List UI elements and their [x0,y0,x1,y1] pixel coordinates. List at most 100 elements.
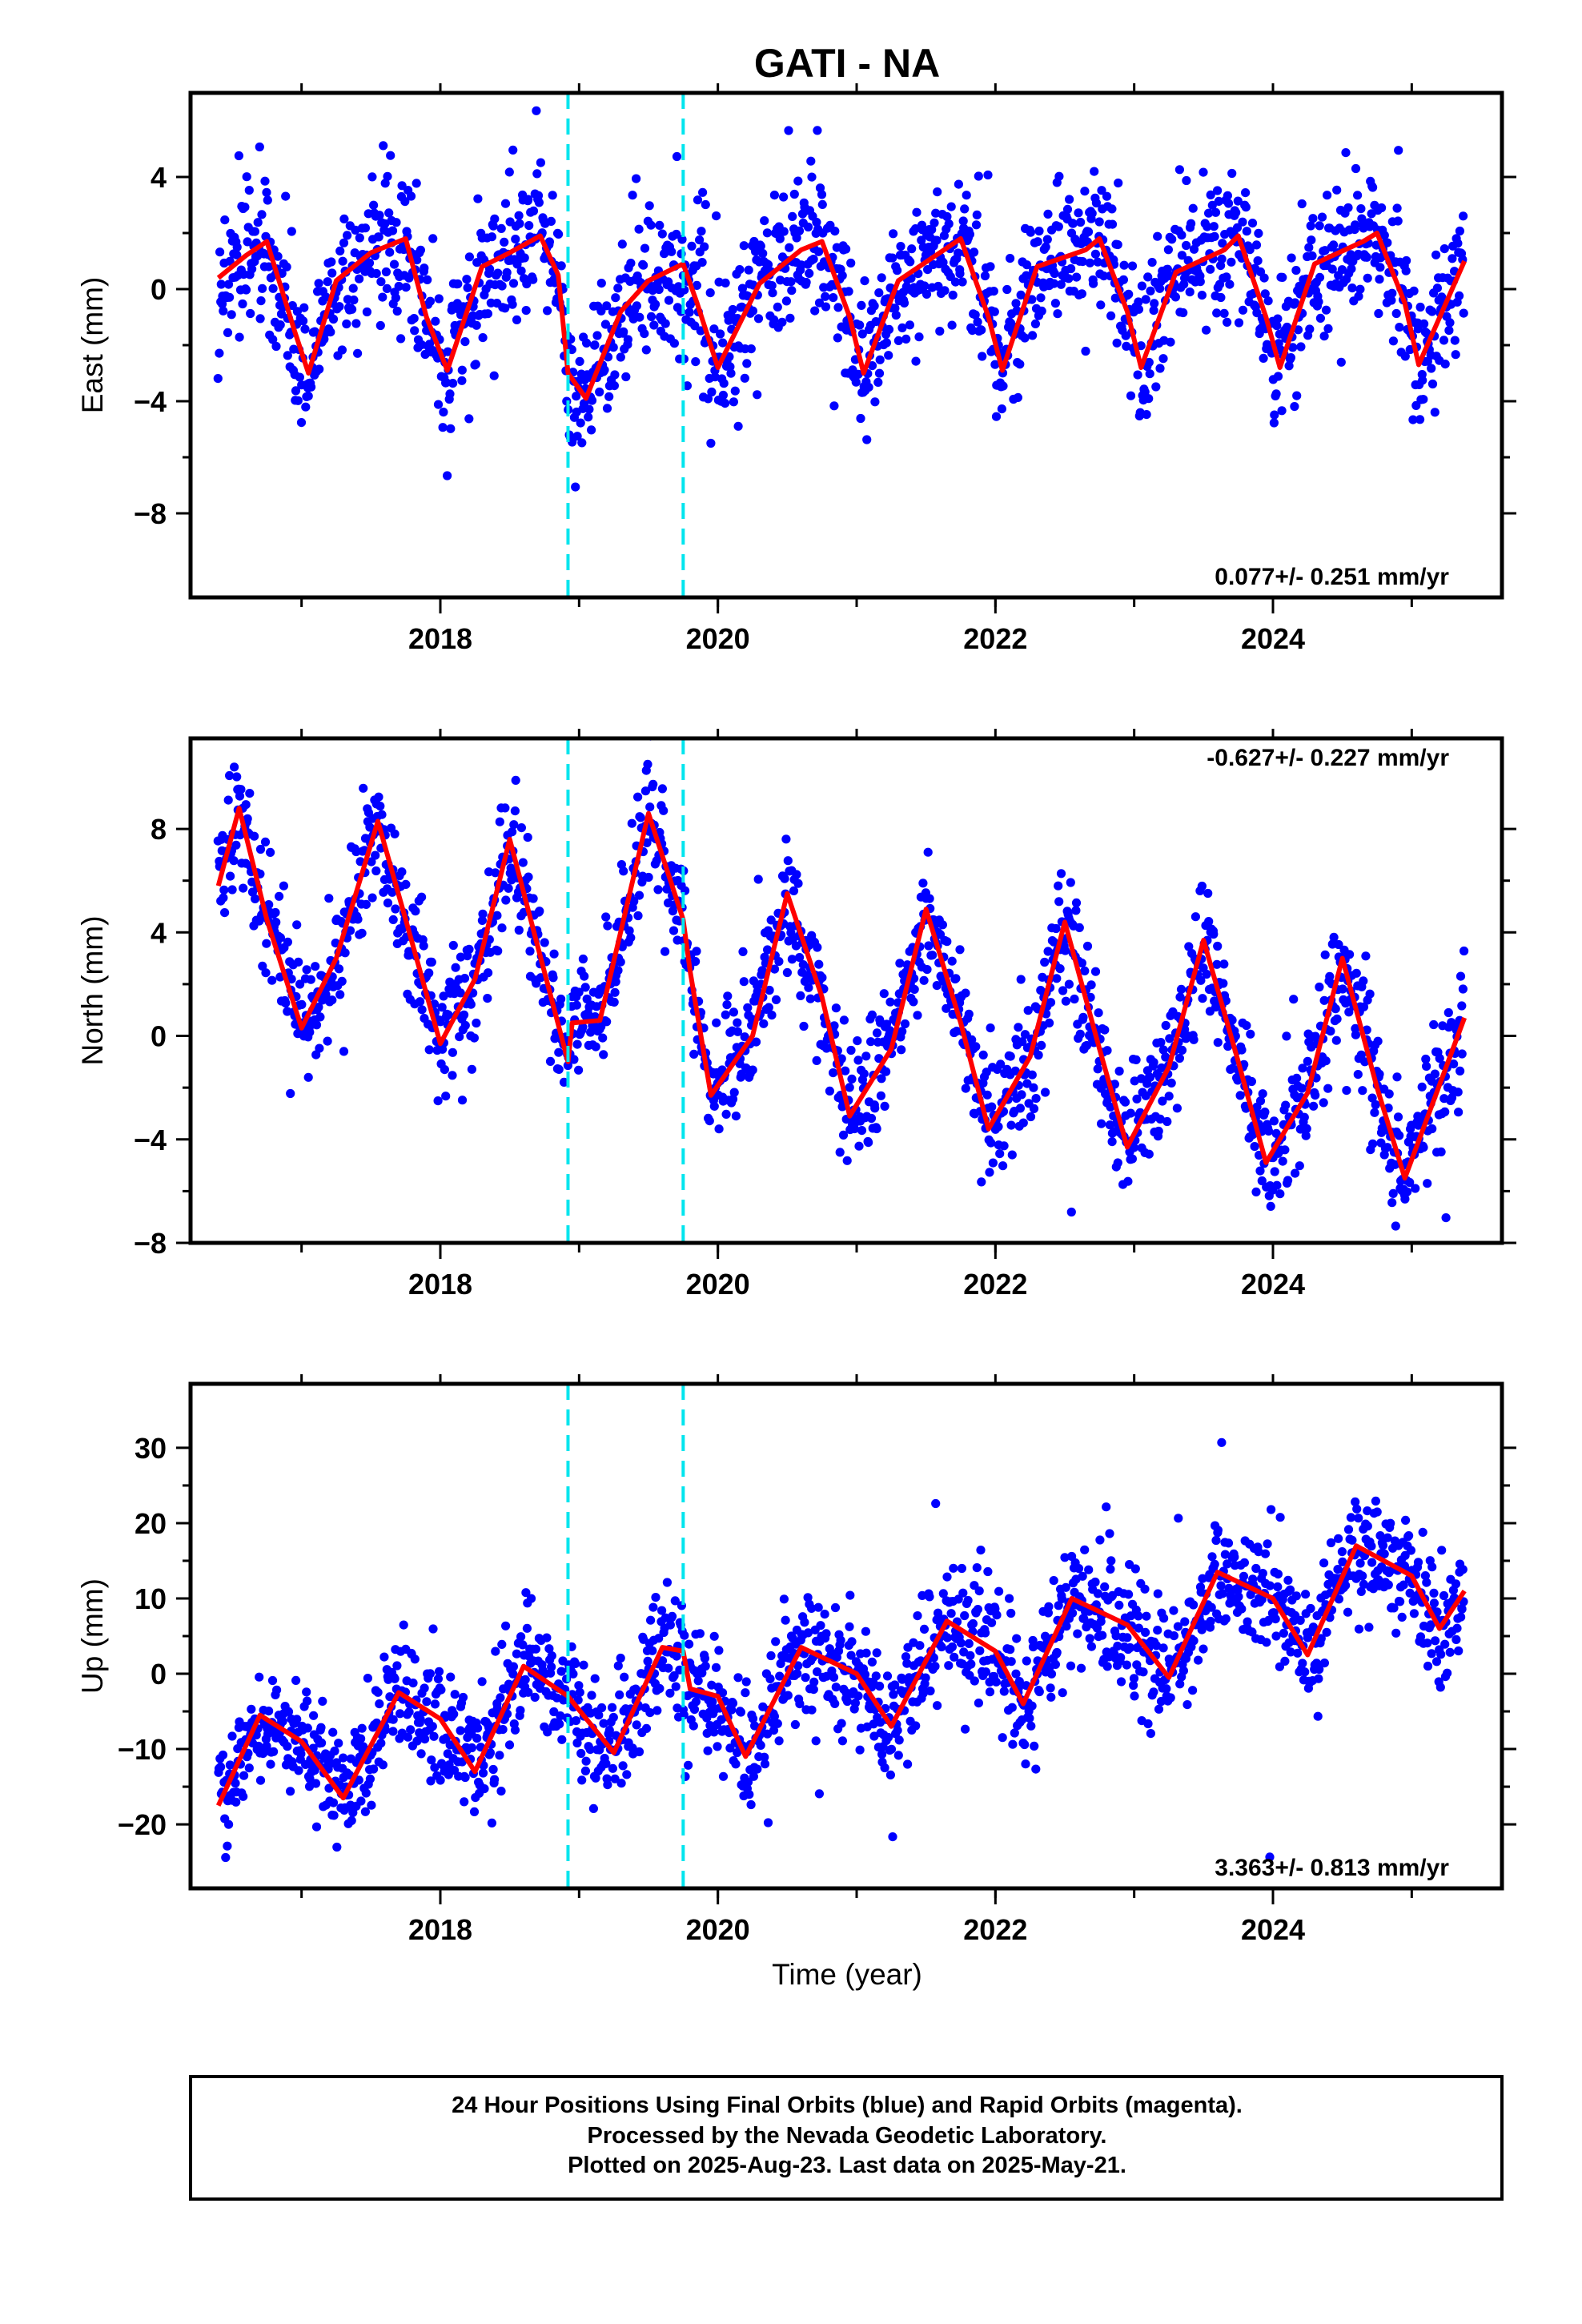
data-point [292,1715,302,1724]
data-point [292,307,302,316]
data-point [844,287,853,296]
data-point [1116,1677,1126,1687]
data-point [1260,289,1270,299]
data-point [1093,1064,1102,1074]
data-point [496,1787,506,1796]
data-point [1103,1094,1113,1104]
data-point [1089,279,1098,288]
data-point [485,1748,496,1758]
data-point [970,1676,979,1686]
data-point [232,250,242,259]
data-point [1283,1176,1293,1185]
data-point [520,1675,530,1684]
data-point [262,187,271,197]
data-point [1072,272,1082,282]
data-point [1037,1040,1046,1050]
data-point [1188,1686,1198,1695]
data-point [424,968,434,978]
data-point [753,314,764,324]
data-point [919,975,929,985]
data-point [389,259,400,269]
data-point [620,1672,629,1682]
data-point [345,926,355,935]
data-point [1231,207,1241,217]
data-point [430,1763,440,1772]
data-point [394,281,404,292]
data-point [890,1680,900,1690]
data-point [287,975,296,984]
data-point [781,834,791,844]
data-point [323,1036,332,1046]
data-point [1157,1063,1166,1073]
data-point [1050,268,1059,279]
data-point [515,219,524,228]
data-point [1218,239,1227,248]
data-point [1278,1156,1287,1166]
data-point [549,1707,559,1717]
data-point [1303,1056,1312,1066]
data-point [703,394,713,404]
data-point [493,946,503,956]
data-point [846,1045,856,1055]
data-point [1361,951,1371,961]
data-point [974,1699,983,1708]
data-point [231,840,241,850]
data-point [947,956,957,966]
data-point [300,324,310,334]
data-point [1440,1107,1450,1116]
data-point [1343,203,1353,212]
data-point [367,893,377,903]
data-point [1242,227,1251,236]
data-point [965,230,974,239]
data-point [1427,1124,1437,1134]
data-point [919,1624,930,1634]
data-point [599,1719,608,1728]
data-point [1391,1221,1400,1231]
data-point [994,1122,1003,1132]
data-point [500,304,510,313]
data-point [847,1074,857,1084]
data-point [502,267,512,277]
data-point [820,1610,829,1619]
data-point [1127,1154,1137,1164]
data-point [1302,1124,1311,1133]
data-point [390,1674,400,1683]
data-point [613,283,623,293]
data-point [1049,937,1058,947]
data-point [1080,966,1090,975]
data-point [718,338,728,348]
data-point [853,369,863,379]
data-point [1075,1029,1085,1039]
data-point [726,368,736,378]
data-point [609,997,619,1007]
data-point [1296,342,1306,352]
data-point [323,277,332,287]
data-point [872,1124,881,1134]
data-point [1275,1513,1285,1522]
data-point [578,954,588,964]
data-point [814,1789,824,1799]
x-tick-label: 2024 [1241,622,1305,655]
data-point [1277,406,1287,416]
data-point [1206,264,1215,274]
data-point [1323,1084,1333,1093]
data-point [1246,1029,1255,1039]
data-point [932,235,942,245]
data-point [1090,1577,1100,1587]
data-point [998,1733,1007,1743]
data-point [821,1629,831,1638]
data-point [692,280,702,290]
data-point [554,229,564,239]
data-point [554,1047,564,1057]
data-point [568,437,577,447]
data-point [1279,1628,1288,1638]
data-point [251,894,260,903]
data-point [1045,1018,1054,1027]
data-point [602,404,612,413]
data-point [1214,196,1223,206]
data-point [1094,217,1104,227]
data-point [367,1800,376,1810]
data-point [334,1739,343,1748]
data-point [363,1674,372,1683]
data-point [1275,1189,1285,1199]
